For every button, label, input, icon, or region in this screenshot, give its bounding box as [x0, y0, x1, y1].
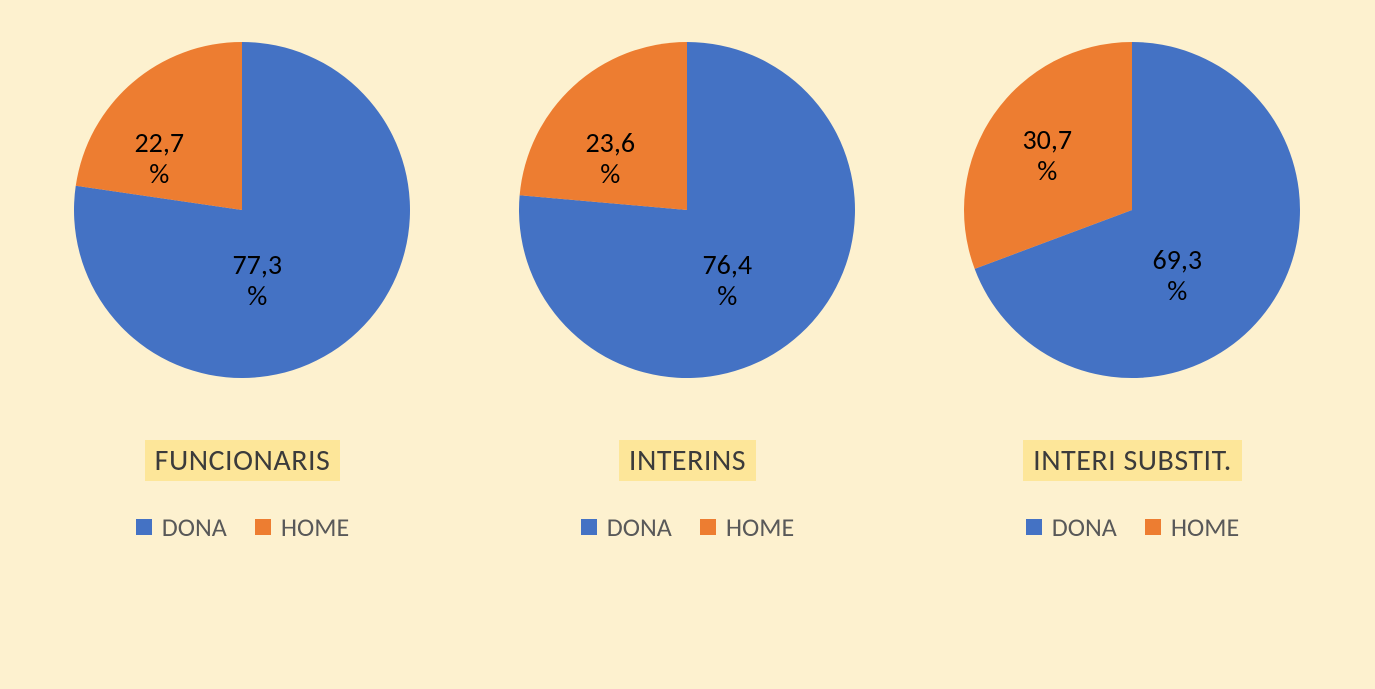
- pie-interi-substit: 30,7 % 69,3 %: [962, 40, 1302, 380]
- slice-label-dona: 76,4 %: [702, 250, 752, 312]
- swatch-dona: [581, 519, 597, 535]
- legend-label-dona: DONA: [607, 511, 672, 543]
- legend-item-dona: DONA: [136, 511, 227, 543]
- swatch-dona: [136, 519, 152, 535]
- legend: DONA HOME: [136, 511, 349, 543]
- pie-svg: [962, 40, 1302, 380]
- chart-title: INTERINS: [619, 440, 756, 481]
- legend-item-dona: DONA: [1026, 511, 1117, 543]
- chart-title: INTERI SUBSTIT.: [1023, 440, 1242, 481]
- legend-item-home: HOME: [700, 511, 794, 543]
- swatch-home: [255, 519, 271, 535]
- legend: DONA HOME: [581, 511, 794, 543]
- chart-funcionaris: 22,7 % 77,3 % FUNCIONARIS DONA HOME: [22, 40, 463, 543]
- legend-label-dona: DONA: [162, 511, 227, 543]
- chart-interi-substit: 30,7 % 69,3 % INTERI SUBSTIT. DONA HOME: [912, 40, 1353, 543]
- pie-svg: [517, 40, 857, 380]
- pie-interins: 23,6 % 76,4 %: [517, 40, 857, 380]
- legend-label-home: HOME: [726, 511, 794, 543]
- legend-item-home: HOME: [1145, 511, 1239, 543]
- slice-label-home: 30,7 %: [1022, 125, 1072, 187]
- pie-svg: [72, 40, 412, 380]
- slice-label-home: 23,6 %: [585, 128, 635, 190]
- slice-label-dona: 69,3 %: [1152, 245, 1202, 307]
- legend-label-dona: DONA: [1052, 511, 1117, 543]
- legend-label-home: HOME: [281, 511, 349, 543]
- chart-interins: 23,6 % 76,4 % INTERINS DONA HOME: [467, 40, 908, 543]
- legend-label-home: HOME: [1171, 511, 1239, 543]
- pie-funcionaris: 22,7 % 77,3 %: [72, 40, 412, 380]
- swatch-home: [1145, 519, 1161, 535]
- slice-label-dona: 77,3 %: [232, 250, 282, 312]
- legend: DONA HOME: [1026, 511, 1239, 543]
- swatch-dona: [1026, 519, 1042, 535]
- swatch-home: [700, 519, 716, 535]
- legend-item-dona: DONA: [581, 511, 672, 543]
- charts-row: 22,7 % 77,3 % FUNCIONARIS DONA HOME 23,6…: [0, 0, 1375, 689]
- slice-label-home: 22,7 %: [134, 128, 184, 190]
- chart-title: FUNCIONARIS: [145, 440, 341, 481]
- legend-item-home: HOME: [255, 511, 349, 543]
